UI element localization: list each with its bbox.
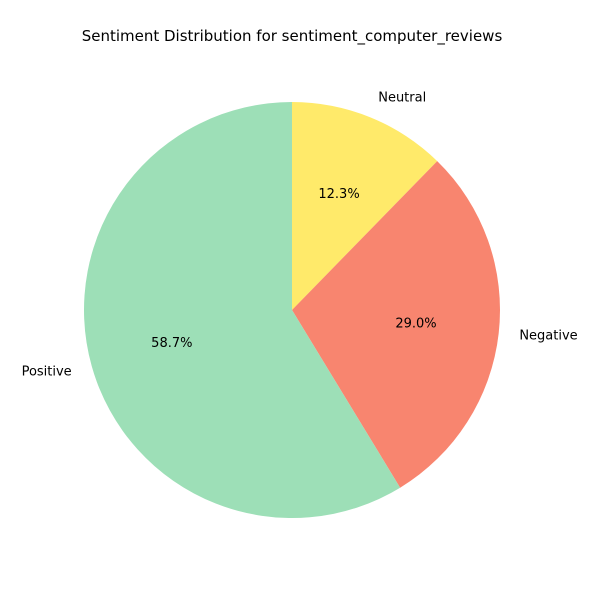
pie-labels: Neutral 12.3% Negative 29.0% Positive 58.7% — [22, 91, 578, 380]
slice-percent-neutral: 12.3% — [318, 187, 359, 202]
pie-slice-negative — [292, 161, 501, 488]
slice-percent-negative: 29.0% — [395, 317, 436, 332]
chart-title: Sentiment Distribution for sentiment_com… — [82, 27, 503, 46]
pie-slices — [84, 102, 501, 518]
slice-percent-positive: 58.7% — [151, 336, 192, 351]
pie-slice-positive — [84, 102, 401, 518]
pie-slice-neutral — [292, 102, 438, 310]
slice-label-neutral: Neutral — [378, 91, 426, 106]
slice-label-positive: Positive — [22, 364, 72, 379]
slice-label-negative: Negative — [519, 328, 577, 343]
